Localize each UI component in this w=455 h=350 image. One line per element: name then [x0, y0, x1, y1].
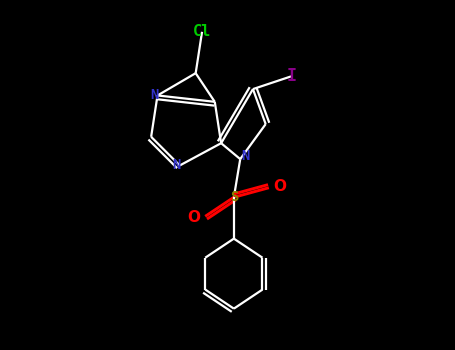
Text: I: I — [286, 67, 296, 85]
Text: O: O — [273, 178, 287, 194]
Text: O: O — [187, 210, 201, 225]
Text: N: N — [241, 149, 249, 163]
Text: N: N — [150, 89, 158, 103]
Text: N: N — [172, 159, 181, 173]
Text: S: S — [230, 190, 238, 204]
Text: Cl: Cl — [193, 24, 211, 39]
